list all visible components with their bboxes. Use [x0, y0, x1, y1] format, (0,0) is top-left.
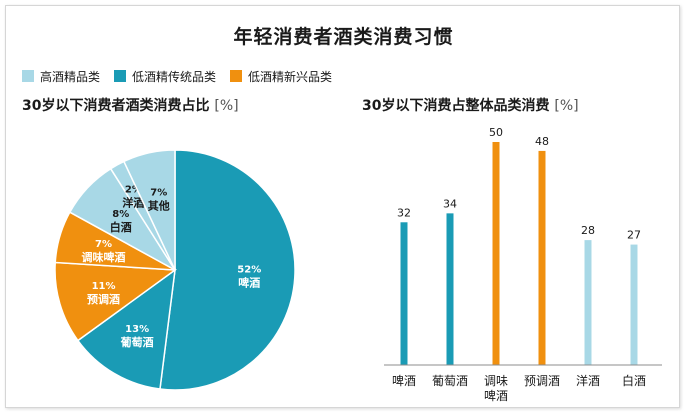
legend-label: 低酒精新兴品类 — [248, 69, 333, 84]
pie-slice-label: 调味啤酒 — [82, 250, 126, 264]
pie-slice-label: 啤酒 — [238, 276, 260, 290]
legend: 高酒精品类 低酒精传统品类 低酒精新兴品类 — [22, 67, 346, 85]
bar-title-unit: [%] — [554, 98, 579, 114]
pie-slice-value: 2% — [125, 184, 142, 195]
pie-slice-label: 预调酒 — [87, 292, 120, 306]
legend-swatch — [22, 70, 34, 82]
legend-swatch — [114, 70, 127, 82]
bar-title-text: 30岁以下消费占整体品类消费 — [362, 98, 550, 114]
pie-slice-value: 52% — [237, 265, 261, 276]
bar — [630, 244, 638, 365]
pie-slice-value: 7% — [95, 239, 112, 250]
legend-label: 低酒精传统品类 — [132, 69, 217, 84]
pie-title-text: 30岁以下消费者酒类消费占比 — [22, 98, 210, 114]
pie-slice-label: 洋酒 — [122, 195, 144, 209]
bar — [492, 142, 500, 365]
bar-value-label: 28 — [581, 224, 595, 237]
bar-value-label: 50 — [489, 126, 503, 139]
chart-title: 年轻消费者酒类消费习惯 — [233, 26, 454, 48]
pie-slice-label: 其他 — [148, 198, 170, 212]
legend-item-high-alcohol: 高酒精品类 — [22, 68, 100, 85]
bar-chart-title: 30岁以下消费占整体品类消费 [%] — [362, 95, 579, 115]
pie-slice — [76, 268, 176, 390]
pie-slice-value: 11% — [92, 281, 116, 292]
bar — [446, 213, 454, 365]
bar-category-label: 白酒 — [622, 373, 646, 388]
bar — [584, 240, 592, 365]
pie-title-unit: [%] — [214, 98, 239, 114]
pie-slice-value: 13% — [125, 324, 149, 335]
pie-slice — [159, 149, 296, 391]
bar-category-label: 葡萄酒 — [432, 374, 468, 388]
bar — [538, 150, 546, 365]
legend-label: 高酒精品类 — [40, 69, 101, 84]
pie-slice-value: 8% — [112, 209, 129, 220]
pie-slice-label: 白酒 — [110, 220, 132, 234]
legend-swatch — [230, 70, 243, 82]
bar-category-label: 啤酒 — [392, 373, 416, 388]
bar — [400, 222, 408, 365]
bar-category-label: 预调酒 — [524, 374, 560, 388]
bar-category-label: 调味 — [484, 374, 508, 388]
bar-value-label: 34 — [443, 197, 457, 210]
legend-item-low-alcohol-emerging: 低酒精新兴品类 — [230, 68, 332, 85]
bar-category-label: 洋酒 — [576, 373, 600, 388]
pie-slice — [122, 149, 176, 271]
pie-slice-value: 7% — [150, 187, 167, 198]
bar-value-label: 32 — [397, 206, 411, 219]
bar-value-label: 48 — [535, 135, 549, 148]
bar-value-label: 27 — [627, 229, 641, 242]
legend-item-low-alcohol-traditional: 低酒精传统品类 — [114, 68, 216, 85]
pie-slice — [54, 261, 178, 342]
bar-category-label: 啤酒 — [484, 388, 508, 403]
pie-chart-title: 30岁以下消费者酒类消费占比 [%] — [22, 95, 239, 115]
pie-slice-label: 葡萄酒 — [120, 335, 154, 349]
